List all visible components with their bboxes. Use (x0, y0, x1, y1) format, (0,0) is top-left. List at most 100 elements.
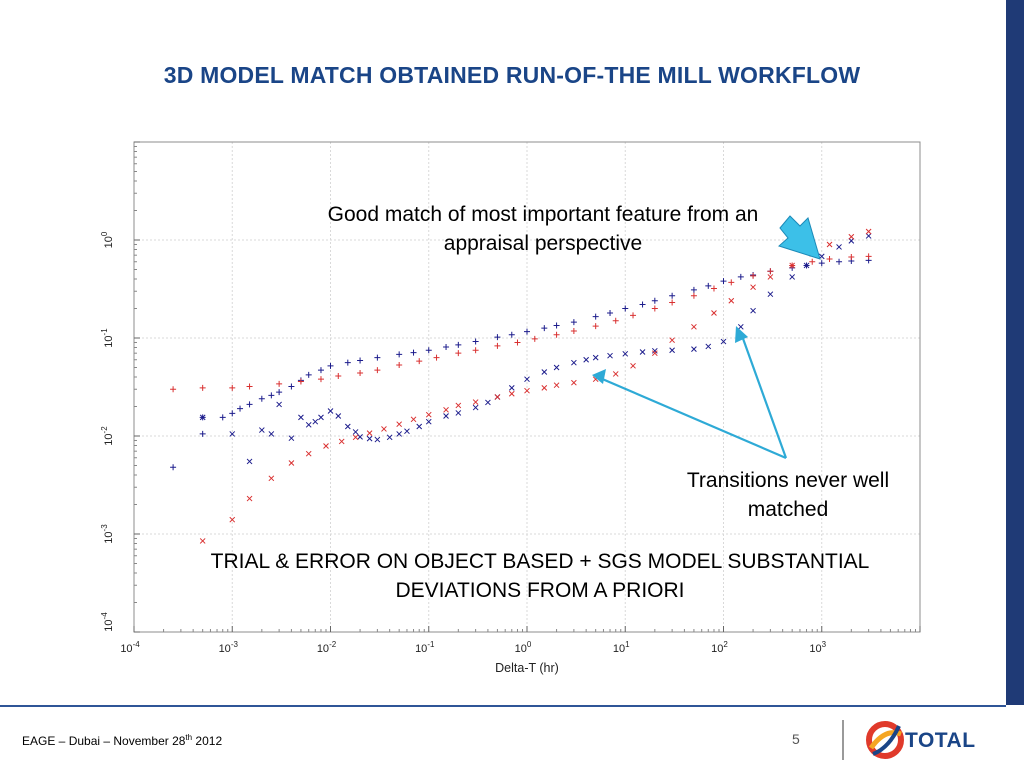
arrow-head-late-transition (735, 326, 748, 343)
data-point (268, 475, 275, 482)
data-point (494, 394, 501, 400)
data-point (592, 354, 599, 361)
data-point (651, 305, 658, 312)
data-point (229, 431, 236, 437)
data-point (669, 299, 676, 306)
data-point (571, 379, 577, 386)
data-point (443, 406, 449, 413)
data-point (848, 254, 855, 261)
data-point (425, 411, 432, 418)
data-point (318, 414, 324, 421)
series-0 (170, 257, 872, 471)
data-point (472, 338, 479, 345)
data-point (865, 228, 872, 235)
data-point (237, 405, 244, 412)
data-point (288, 460, 295, 466)
data-point (514, 339, 521, 346)
data-point (836, 244, 842, 250)
data-point (494, 334, 501, 341)
data-point (472, 399, 479, 405)
data-point (669, 292, 676, 299)
data-point (288, 383, 295, 390)
data-point (305, 371, 312, 378)
data-point (386, 434, 393, 441)
data-point (416, 423, 423, 430)
data-point (767, 291, 774, 298)
data-point (690, 286, 697, 293)
data-point (170, 386, 177, 393)
data-point (622, 305, 629, 312)
data-point (524, 328, 530, 335)
data-point (312, 418, 319, 425)
data-point (737, 273, 744, 280)
data-point (622, 350, 629, 357)
data-point (433, 354, 440, 361)
data-point (826, 255, 833, 262)
logo-wordmark: TOTAL (905, 729, 976, 752)
data-point (246, 495, 253, 502)
data-point (268, 431, 275, 437)
data-point (276, 401, 282, 408)
data-point (396, 431, 403, 437)
data-point (396, 421, 403, 428)
data-point (651, 350, 658, 357)
footer-event-suffix: 2012 (192, 734, 223, 748)
data-point (826, 241, 833, 248)
data-point (305, 421, 312, 428)
x-tick-label: 10-4 (120, 640, 140, 655)
data-point (651, 297, 658, 304)
data-point (669, 347, 675, 354)
series-2 (199, 233, 872, 465)
data-point (524, 387, 530, 394)
data-point (524, 376, 530, 383)
arrow-head-early-transition (592, 369, 606, 384)
data-point (737, 323, 744, 330)
series-1 (170, 253, 872, 393)
data-point (366, 435, 373, 442)
data-point (508, 384, 515, 391)
footer-divider (0, 705, 1006, 707)
data-point (639, 301, 646, 308)
data-point (553, 322, 560, 329)
data-point (612, 317, 619, 324)
data-point (711, 310, 717, 316)
data-point (199, 538, 206, 544)
data-point (327, 362, 334, 369)
data-point (607, 352, 613, 359)
footer-event-prefix: EAGE – Dubai – November 28 (22, 734, 186, 748)
data-point (410, 416, 417, 423)
data-point (705, 282, 712, 289)
right-accent-bar (1006, 0, 1024, 705)
data-point (443, 343, 450, 350)
data-point (305, 450, 312, 457)
x-tick-label: 10-1 (415, 640, 435, 655)
data-point (246, 458, 253, 465)
data-point (317, 367, 324, 374)
arrow-line-to-late-transition (739, 332, 788, 459)
data-point (728, 297, 735, 304)
slide-title: 3D MODEL MATCH OBTAINED RUN-OF-THE MILL … (163, 62, 861, 88)
data-point (541, 369, 548, 375)
data-point (344, 423, 351, 430)
annotation-good-match: Good match of most important feature fro… (327, 203, 759, 255)
data-point (541, 384, 548, 391)
data-point (199, 414, 206, 421)
data-point (455, 350, 462, 357)
data-point (710, 285, 717, 292)
data-point (767, 274, 774, 280)
footer-event-sup: th (185, 733, 193, 742)
data-point (317, 376, 324, 383)
data-point (691, 323, 697, 330)
data-point (485, 399, 491, 406)
y-tick-label: 10-4 (100, 612, 115, 632)
data-point (455, 341, 462, 348)
data-point (276, 380, 283, 387)
data-point (410, 349, 417, 356)
data-point (219, 414, 226, 421)
data-point (229, 516, 236, 523)
data-point (728, 279, 735, 286)
page-number: 5 (792, 731, 800, 747)
data-point (553, 331, 560, 338)
annotation-transitions: Transitions never well matched (686, 469, 890, 521)
